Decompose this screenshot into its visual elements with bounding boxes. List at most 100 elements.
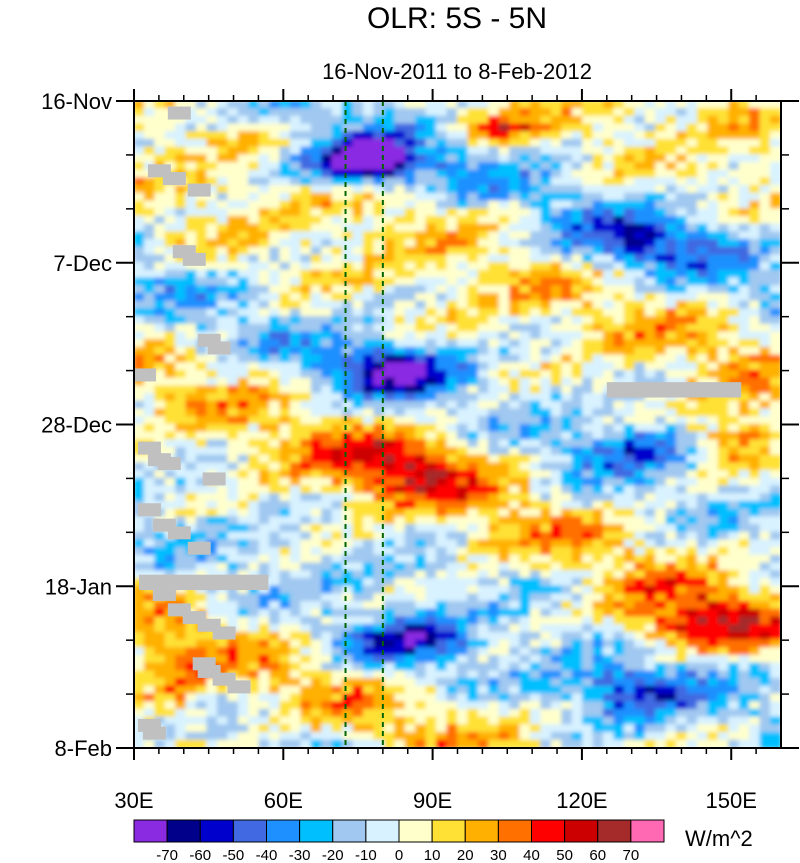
field-cell: [686, 269, 699, 279]
field-cell: [519, 385, 532, 395]
field-cell: [352, 554, 365, 564]
field-cell: [154, 300, 166, 310]
field-cell: [342, 439, 354, 449]
field-cell: [258, 208, 271, 218]
field-cell: [300, 400, 313, 410]
field-cell: [540, 554, 553, 564]
field-cell: [227, 601, 239, 610]
field-cell: [143, 631, 156, 641]
field-cell: [446, 593, 459, 603]
field-cell: [331, 631, 344, 641]
field-cell: [415, 408, 427, 418]
field-cell: [519, 208, 532, 218]
field-cell: [696, 547, 709, 557]
field-cell: [592, 108, 605, 118]
field-cell: [185, 115, 198, 125]
field-cell: [728, 577, 740, 587]
field-cell: [237, 192, 250, 202]
field-cell: [561, 408, 573, 418]
field-cell: [509, 300, 521, 310]
field-cell: [456, 339, 469, 349]
field-cell: [394, 308, 406, 318]
field-cell: [331, 362, 344, 372]
field-cell: [352, 269, 365, 279]
field-cell: [717, 115, 730, 125]
field-cell: [477, 400, 490, 410]
field-cell: [185, 231, 198, 241]
field-cell: [717, 454, 730, 464]
field-cell: [436, 308, 448, 318]
field-cell: [248, 200, 260, 210]
field-cell: [529, 200, 542, 210]
field-cell: [342, 678, 354, 687]
field-cell: [519, 639, 532, 649]
field-cell: [404, 385, 417, 395]
field-cell: [352, 208, 365, 218]
field-cell: [769, 339, 781, 349]
field-cell: [571, 369, 584, 379]
field-cell: [655, 562, 667, 572]
field-cell: [425, 439, 438, 449]
field-cell: [175, 593, 187, 603]
field-cell: [686, 138, 699, 148]
field-cell: [529, 239, 542, 248]
field-cell: [696, 439, 709, 449]
field-cell: [592, 223, 605, 233]
field-cell: [613, 200, 626, 210]
field-cell: [676, 208, 688, 218]
field-cell: [383, 570, 396, 580]
field-cell: [269, 670, 281, 680]
field-cell: [321, 647, 333, 657]
field-cell: [467, 708, 479, 718]
field-cell: [582, 577, 594, 587]
field-cell: [342, 369, 354, 379]
field-cell: [415, 601, 427, 610]
field-cell: [550, 262, 563, 272]
field-cell: [738, 447, 751, 456]
field-cell: [383, 716, 396, 726]
field-cell: [362, 416, 375, 426]
field-cell: [342, 316, 354, 325]
field-cell: [404, 477, 417, 487]
field-cell: [561, 647, 573, 657]
field-cell: [717, 269, 730, 279]
field-cell: [655, 346, 667, 356]
field-cell: [248, 300, 260, 310]
field-cell: [134, 631, 146, 641]
field-cell: [164, 115, 177, 125]
field-cell: [362, 254, 375, 264]
field-cell: [676, 269, 688, 279]
field-cell: [717, 485, 730, 495]
field-cell: [258, 200, 271, 210]
field-cell: [258, 393, 271, 402]
field-cell: [154, 354, 166, 364]
field-cell: [310, 539, 323, 549]
field-cell: [269, 200, 281, 210]
field-cell: [404, 593, 417, 603]
field-cell: [436, 369, 448, 379]
field-cell: [331, 716, 344, 726]
field-cell: [383, 685, 396, 695]
field-cell: [717, 631, 730, 641]
field-cell: [665, 439, 678, 449]
field-cell: [237, 269, 250, 279]
field-cell: [477, 346, 490, 356]
field-cell: [300, 292, 313, 302]
field-cell: [738, 408, 751, 418]
field-cell: [446, 215, 459, 225]
field-cell: [707, 477, 719, 487]
field-cell: [154, 138, 166, 148]
field-cell: [175, 316, 187, 325]
field-cell: [467, 577, 479, 587]
field-cell: [154, 400, 166, 410]
field-cell: [477, 447, 490, 456]
field-cell: [164, 362, 177, 372]
field-cell: [602, 500, 615, 510]
field-cell: [665, 101, 678, 110]
field-cell: [582, 169, 594, 179]
field-cell: [362, 262, 375, 272]
field-cell: [477, 377, 490, 387]
field-cell: [342, 562, 354, 572]
field-cell: [456, 115, 469, 125]
field-cell: [206, 254, 219, 264]
